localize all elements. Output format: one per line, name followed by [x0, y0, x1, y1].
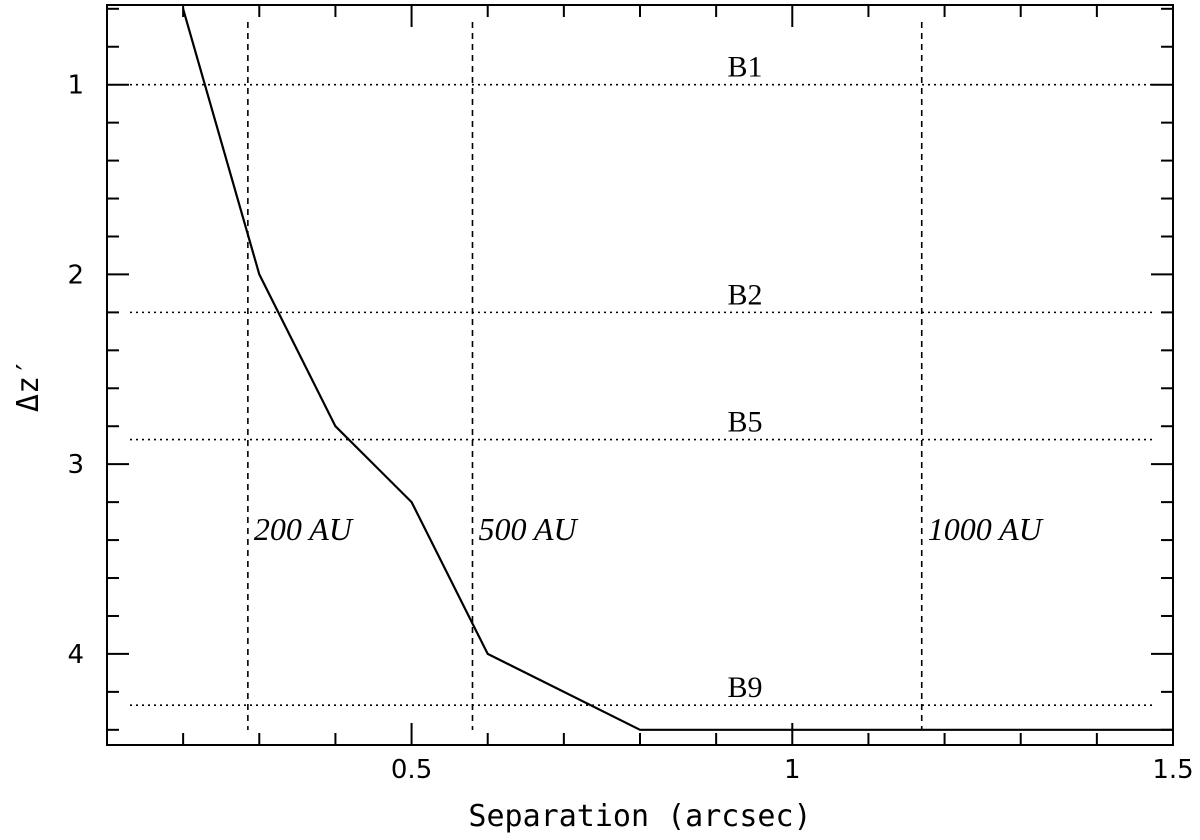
labels-layer: B1 B2 B5 B9 200 AU 500 AU 1000 AU 0.5 1 1.5 1 2 3 4: [67, 51, 1193, 785]
y-axis-title: Δz′: [11, 358, 46, 412]
au-label-500-au: 500 AU: [478, 511, 578, 547]
y-tick-label: 3: [67, 450, 84, 480]
ref-label-b2: B2: [727, 278, 762, 311]
plot-frame: [106, 4, 1174, 746]
x-axis-title: Separation (arcsec): [468, 799, 811, 834]
y-tick-label: 4: [67, 640, 84, 670]
ref-label-b9: B9: [727, 671, 762, 704]
y-tick-label: 1: [67, 71, 84, 101]
reference-lines: [130, 22, 1155, 730]
y-tick-label: 2: [67, 260, 84, 290]
au-label-1000-au: 1000 AU: [928, 511, 1044, 547]
x-tick-label: 1: [784, 755, 801, 785]
detection-limit-line-0: [182, 8, 1173, 731]
ref-label-b5: B5: [727, 406, 762, 439]
x-tick-label: 1.5: [1152, 755, 1193, 785]
ref-label-b1: B1: [727, 51, 762, 84]
au-label-200-au: 200 AU: [254, 511, 354, 547]
x-tick-label: 0.5: [391, 755, 432, 785]
axis-ticks: [106, 5, 1174, 745]
series-layer: [182, 8, 1173, 731]
